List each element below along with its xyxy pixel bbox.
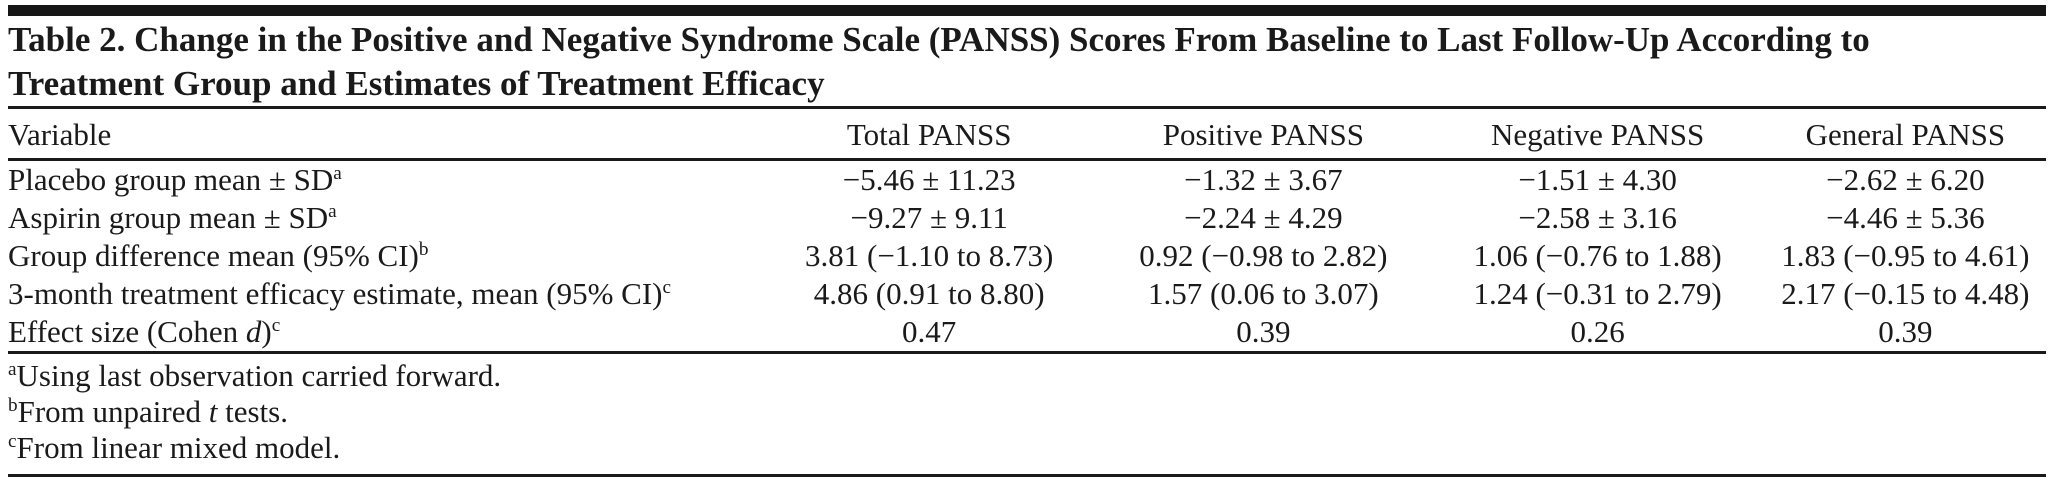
value-cell: −5.46 ± 11.23 [842, 162, 1016, 197]
value-cell: 0.47 [902, 314, 957, 349]
table-row: 3-month treatment efficacy estimate, mea… [8, 275, 2046, 313]
panss-table: Variable Total PANSS Positive PANSS Nega… [8, 109, 2046, 158]
value-cell: 1.24 (−0.31 to 2.79) [1473, 276, 1722, 311]
value-cell: −1.32 ± 3.67 [1184, 162, 1343, 197]
column-header-total-panss: Total PANSS [846, 117, 1012, 152]
table-row: Effect size (Cohen d)c 0.47 0.39 0.26 0.39 [8, 313, 2046, 351]
value-cell: 1.83 (−0.95 to 4.61) [1781, 238, 2030, 273]
value-cell: 0.92 (−0.98 to 2.82) [1139, 238, 1388, 273]
column-header-positive-panss: Positive PANSS [1162, 117, 1365, 152]
row-label-cell: Aspirin group mean ± SDa [8, 200, 337, 235]
footnote-marker: b [8, 395, 18, 417]
value-cell: −2.24 ± 4.29 [1184, 200, 1343, 235]
body-rule [8, 351, 2046, 354]
footnote: aUsing last observation carried forward. [8, 358, 502, 393]
value-cell: 4.86 (0.91 to 8.80) [813, 276, 1045, 311]
table-row: Group difference mean (95% CI)b 3.81 (−1.… [8, 237, 2046, 275]
row-label-cell: Group difference mean (95% CI)b [8, 238, 429, 273]
footnote: cFrom linear mixed model. [8, 430, 341, 465]
value-cell: −1.51 ± 4.30 [1518, 162, 1677, 197]
table-title: Table 2. Change in the Positive and Nega… [8, 16, 2046, 106]
value-cell: −2.62 ± 6.20 [1826, 162, 1985, 197]
panss-table-body: Placebo group mean ± SDa −5.46 ± 11.23 −1.… [8, 161, 2046, 351]
value-cell: 0.39 [1236, 314, 1291, 349]
value-cell: 2.17 (−0.15 to 4.48) [1781, 276, 2030, 311]
header-rule [8, 158, 2046, 161]
value-cell: −2.58 ± 3.16 [1518, 200, 1677, 235]
value-cell: −4.46 ± 5.36 [1826, 200, 1985, 235]
value-cell: −9.27 ± 9.11 [850, 200, 1008, 235]
value-cell: 3.81 (−1.10 to 8.73) [805, 238, 1054, 273]
value-cell: 0.39 [1878, 314, 1933, 349]
column-header-negative-panss: Negative PANSS [1490, 117, 1705, 152]
table-title-line-2: Treatment Group and Estimates of Treatme… [8, 64, 825, 103]
table-row: Aspirin group mean ± SDa −9.27 ± 9.11 −2.2… [8, 199, 2046, 237]
value-cell: 0.26 [1570, 314, 1625, 349]
table-header-row: Variable Total PANSS Positive PANSS Nega… [8, 109, 2046, 158]
journal-table-figure: Table 2. Change in the Positive and Nega… [0, 5, 2054, 477]
value-cell: 1.57 (0.06 to 3.07) [1148, 276, 1379, 311]
column-header-variable: Variable [8, 117, 112, 152]
top-bar [8, 5, 2046, 16]
footnote-marker: a [8, 359, 17, 381]
title-rule [8, 106, 2046, 109]
table-row: Placebo group mean ± SDa −5.46 ± 11.23 −1.… [8, 161, 2046, 199]
row-label-cell: 3-month treatment efficacy estimate, mea… [8, 276, 672, 311]
column-header-general-panss: General PANSS [1805, 117, 2006, 152]
table-body: Placebo group mean ± SDa −5.46 ± 11.23 −1.… [8, 161, 2046, 351]
row-label-cell: Effect size (Cohen d)c [8, 314, 281, 349]
row-label-cell: Placebo group mean ± SDa [8, 162, 342, 197]
footnotes: aUsing last observation carried forward.… [8, 354, 2046, 474]
table-title-line-1: Table 2. Change in the Positive and Nega… [8, 20, 1870, 59]
value-cell: 1.06 (−0.76 to 1.88) [1473, 238, 1722, 273]
bottom-rule [8, 474, 2046, 477]
footnote: bFrom unpaired t tests. [8, 394, 288, 429]
footnote-marker: c [8, 431, 17, 453]
